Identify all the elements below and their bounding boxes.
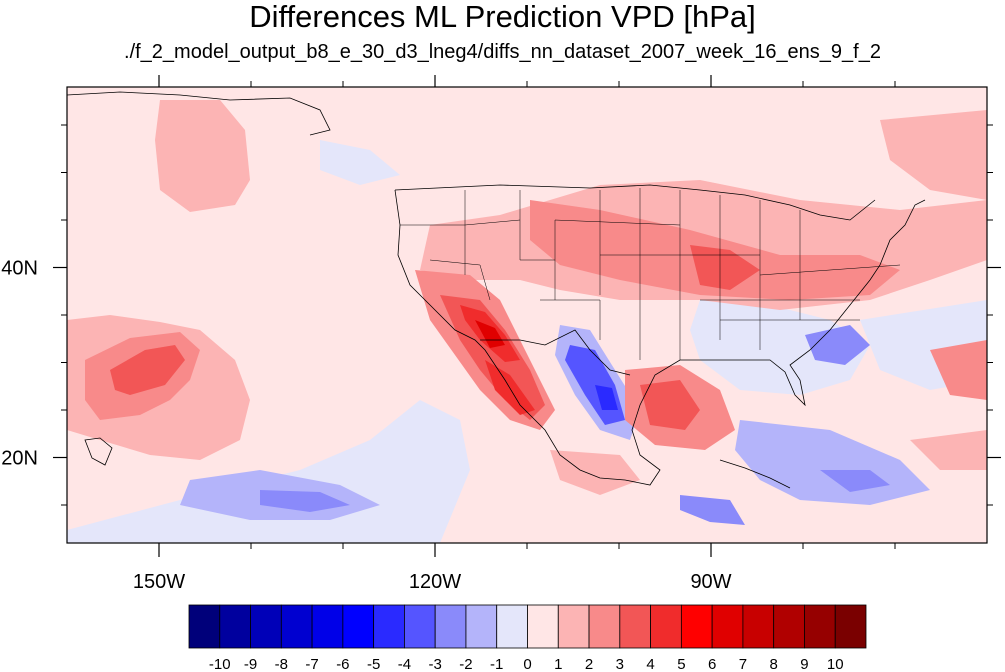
colorbar-label: -9 (244, 656, 257, 672)
us-canada-border (394, 184, 876, 221)
lat-tick-label: 20N (1, 448, 38, 470)
red-core-gulf (640, 380, 700, 430)
blue-core-texas (595, 385, 618, 410)
map-outlines (67, 91, 926, 489)
colorbar-swatch (742, 604, 775, 649)
colorbar-swatch (496, 604, 528, 649)
blue-core-equatorial (260, 490, 350, 512)
colorbar-label: 5 (677, 656, 685, 672)
blue-region-north-pacific (320, 140, 400, 185)
colorbar-label: 2 (585, 656, 593, 672)
colorbar-label: 7 (739, 656, 747, 672)
red-region-alaska-gulf (155, 100, 250, 212)
alaska-coastline (67, 91, 331, 136)
red-core-midwest (690, 245, 760, 290)
lon-tick-label: 150W (133, 571, 185, 593)
colorbar-label: -3 (429, 656, 442, 672)
north-america-coastline (394, 189, 926, 486)
colorbar-label: -2 (459, 656, 472, 672)
red-core-hawaii (110, 345, 185, 395)
colorbar-label: 10 (827, 656, 844, 672)
state-borders (400, 188, 901, 360)
colorbar-label: 6 (708, 656, 716, 672)
red-region-south-mexico (550, 450, 640, 495)
colorbar-label: 1 (554, 656, 562, 672)
blue-region-central-america (680, 495, 745, 525)
colorbar-swatch (311, 604, 344, 649)
red-region-mid-atlantic (910, 430, 987, 470)
colorbar-swatch (188, 604, 221, 649)
state-lines (400, 188, 901, 360)
colorbar-swatch (465, 604, 498, 649)
colorbar-swatch (373, 604, 405, 649)
colorbar-swatch (404, 604, 436, 649)
colorbar-swatch (711, 604, 744, 649)
colorbar-swatch (557, 604, 590, 649)
colorbar-swatch (650, 604, 682, 649)
map-title: Differences ML Prediction VPD [hPa] (249, 0, 756, 34)
map-ticks (53, 75, 1001, 557)
colorbar-label: -5 (367, 656, 380, 672)
map-tick-labels: 150W 120W 90W 40N 20N (1, 258, 731, 594)
colorbar-label: -1 (490, 656, 503, 672)
colorbar-swatch (250, 604, 282, 649)
colorbar-swatch (280, 604, 313, 649)
colorbar-labels: -10 -9 -8 -7 -6 -5 -4 -3 -2 -1 0 1 2 3 4 5 6 7 8 9 10 (209, 656, 844, 672)
colorbar-label: -6 (336, 656, 349, 672)
colorbar-swatch (219, 604, 251, 649)
map-field (67, 87, 987, 543)
cuba-outline (719, 459, 791, 489)
red-core-baja (475, 320, 505, 348)
blue-core-caribbean (820, 470, 890, 492)
colorbar-swatch (434, 604, 467, 649)
colorbar-label: 4 (646, 656, 654, 672)
colorbar-swatch (804, 604, 836, 649)
blue-region-southeast-us (690, 300, 870, 395)
colorbar-label: -8 (275, 656, 288, 672)
lat-tick-label: 40N (1, 258, 38, 280)
lon-tick-label: 120W (409, 571, 461, 593)
colorbar-swatch (619, 604, 651, 649)
colorbar-label: -7 (305, 656, 318, 672)
colorbar-label: 9 (800, 656, 808, 672)
colorbar-swatch (680, 604, 713, 649)
lon-tick-label: 90W (690, 571, 731, 593)
colorbar-swatch (527, 604, 559, 649)
map-subtitle: ./f_2_model_output_b8_e_30_d3_lneg4/diff… (124, 41, 881, 63)
red-region-north-atlantic (880, 110, 987, 200)
blue-region-atlantic-coast (805, 325, 870, 365)
colorbar-label: 8 (770, 656, 778, 672)
colorbar-label: 0 (523, 656, 531, 672)
colorbar-swatch (342, 604, 375, 649)
hawaii-island-outline (84, 437, 113, 466)
colorbar-label: -4 (398, 656, 411, 672)
colorbar-swatch (834, 604, 867, 649)
colorbar (188, 604, 867, 649)
colorbar-swatch (773, 604, 805, 649)
colorbar-label: -10 (209, 656, 231, 672)
red-region-east-atlantic (930, 340, 987, 400)
colorbar-label: 3 (616, 656, 624, 672)
red-core-baja-south (485, 360, 535, 415)
colorbar-swatch (588, 604, 621, 649)
us-mexico-border (480, 329, 631, 376)
